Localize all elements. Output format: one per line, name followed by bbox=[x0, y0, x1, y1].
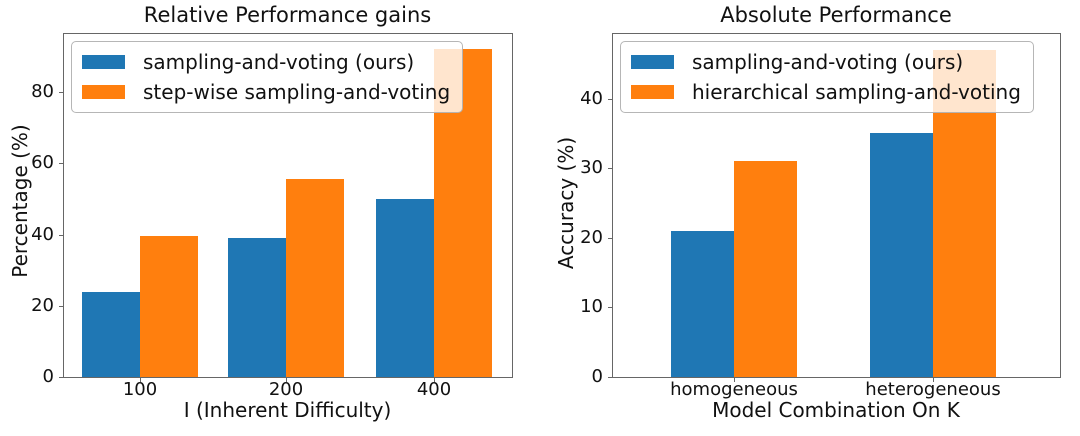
legend-label: sampling-and-voting (ours) bbox=[143, 50, 415, 74]
y-tick-label: 80 bbox=[31, 81, 54, 103]
x-tick-mark bbox=[286, 378, 287, 382]
legend-entry: sampling-and-voting (ours) bbox=[82, 48, 450, 76]
y-tick-label: 40 bbox=[580, 87, 603, 109]
bar-chart0-series0-cat2 bbox=[376, 198, 434, 377]
x-tick-label: homogeneous bbox=[670, 379, 798, 400]
legend-swatch-icon bbox=[82, 85, 125, 99]
legend-label: step-wise sampling-and-voting bbox=[143, 80, 451, 104]
y-tick-mark bbox=[608, 98, 612, 100]
y-tick-label: 10 bbox=[580, 296, 603, 318]
x-tick-mark bbox=[734, 378, 735, 382]
x-tick-mark bbox=[933, 378, 934, 382]
y-tick-label: 60 bbox=[31, 152, 54, 174]
legend-entry: hierarchical sampling-and-voting bbox=[631, 78, 1021, 106]
x-tick-label: heterogeneous bbox=[865, 379, 1001, 400]
legend-swatch-icon bbox=[631, 85, 674, 99]
y-tick-label: 0 bbox=[42, 366, 54, 387]
left-chart-title: Relative Performance gains bbox=[143, 3, 432, 27]
bar-chart1-series0-cat0 bbox=[671, 230, 734, 377]
legend-chart0: sampling-and-voting (ours) step-wise samp… bbox=[71, 41, 464, 113]
right-chart-title: Absolute Performance bbox=[720, 3, 952, 27]
legend-label: hierarchical sampling-and-voting bbox=[692, 80, 1021, 104]
bar-chart0-series1-cat0 bbox=[140, 236, 198, 377]
y-tick-mark bbox=[59, 305, 63, 307]
legend-entry: sampling-and-voting (ours) bbox=[631, 48, 1021, 76]
y-tick-mark bbox=[608, 237, 612, 239]
bar-chart0-series0-cat0 bbox=[82, 291, 140, 377]
y-tick-label: 20 bbox=[580, 226, 603, 248]
left-chart-xlabel: I (Inherent Difficulty) bbox=[183, 398, 392, 422]
x-tick-mark bbox=[434, 378, 435, 382]
x-tick-label: 400 bbox=[416, 379, 452, 400]
y-tick-mark bbox=[608, 307, 612, 309]
bar-chart1-series1-cat0 bbox=[734, 161, 797, 377]
bar-chart1-series0-cat1 bbox=[870, 133, 933, 377]
y-tick-label: 20 bbox=[31, 294, 54, 316]
bar-chart0-series0-cat1 bbox=[228, 238, 286, 377]
y-tick-mark bbox=[59, 92, 63, 94]
y-tick-label: 30 bbox=[580, 157, 603, 179]
x-tick-label: 100 bbox=[122, 379, 158, 400]
legend-chart1: sampling-and-voting (ours) hierarchical s… bbox=[620, 41, 1034, 113]
y-tick-mark bbox=[59, 377, 63, 378]
bar-chart0-series1-cat1 bbox=[286, 179, 344, 377]
right-chart-ylabel: Accuracy (%) bbox=[554, 136, 578, 270]
x-tick-label: 200 bbox=[268, 379, 304, 400]
x-tick-mark bbox=[140, 378, 141, 382]
y-tick-mark bbox=[608, 168, 612, 170]
y-tick-label: 0 bbox=[591, 366, 603, 387]
y-tick-label: 40 bbox=[31, 223, 54, 245]
legend-label: sampling-and-voting (ours) bbox=[692, 50, 964, 74]
legend-swatch-icon bbox=[82, 55, 125, 69]
y-tick-mark bbox=[59, 163, 63, 165]
y-tick-mark bbox=[59, 234, 63, 236]
legend-entry: step-wise sampling-and-voting bbox=[82, 78, 450, 106]
right-chart-xlabel: Model Combination On K bbox=[712, 398, 960, 422]
legend-swatch-icon bbox=[631, 55, 674, 69]
y-tick-mark bbox=[608, 377, 612, 378]
